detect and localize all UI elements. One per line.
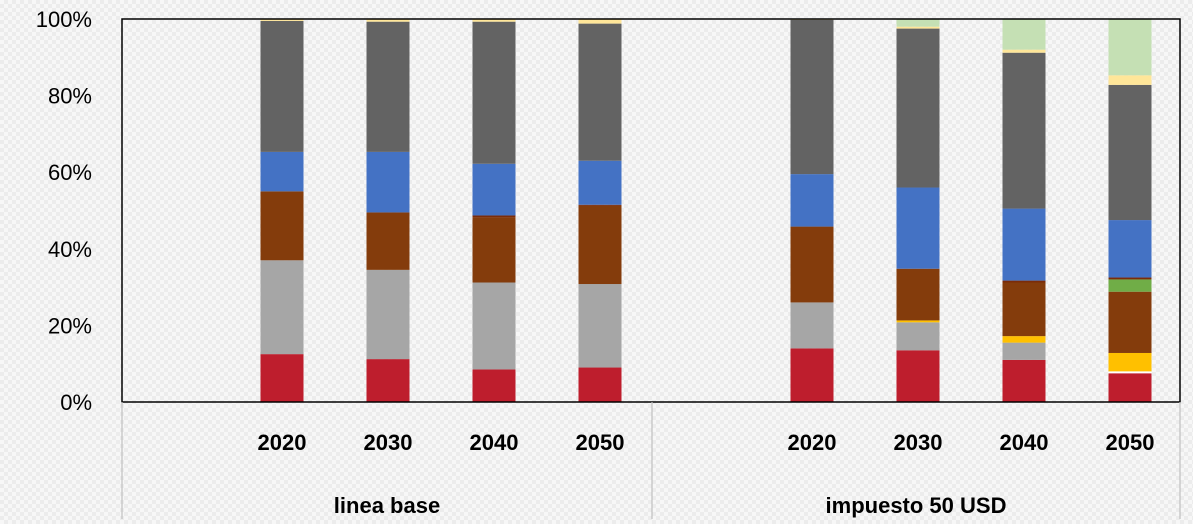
x-tick-label: 2030 xyxy=(364,430,413,455)
plot-frame xyxy=(121,18,1181,403)
bar-segment xyxy=(472,19,516,22)
bar-segment xyxy=(1002,359,1046,402)
x-tick-label: 2030 xyxy=(894,430,943,455)
group-label: impuesto 50 USD xyxy=(826,493,1007,518)
bar-segment xyxy=(472,282,516,370)
x-tick-label: 2020 xyxy=(788,430,837,455)
y-tick-label: 0% xyxy=(60,390,92,415)
x-tick-label: 2050 xyxy=(576,430,625,455)
bar-segment xyxy=(1002,280,1046,283)
bar-segment xyxy=(1108,371,1152,374)
y-tick-label: 100% xyxy=(36,7,92,32)
labels-layer: 0% 20% 40% 60% 80% 100% 2020 2030 2040 2050 2020 20… xyxy=(36,7,1155,518)
y-tick-label: 20% xyxy=(48,313,92,338)
bar-segment xyxy=(578,284,622,368)
bars-layer xyxy=(260,19,1152,402)
y-tick-label: 80% xyxy=(48,84,92,109)
bar-segment xyxy=(1002,19,1046,50)
bar-segment xyxy=(472,21,516,164)
bar-segment xyxy=(260,151,304,192)
bar-segment xyxy=(896,187,940,269)
bar-segment xyxy=(366,19,410,22)
bar-segment xyxy=(1108,352,1152,372)
bar-segment xyxy=(1002,282,1046,337)
bar-segment xyxy=(260,354,304,402)
bar-segment xyxy=(790,348,834,402)
bar-segment xyxy=(1002,342,1046,360)
bar-segment xyxy=(578,204,622,206)
bar-segment xyxy=(1002,52,1046,209)
bar-segment xyxy=(1108,277,1152,280)
bar-segment xyxy=(1002,49,1046,53)
bar-segment xyxy=(578,160,622,205)
bar-segment xyxy=(896,320,940,323)
bar-segment xyxy=(260,19,304,21)
bar-segment xyxy=(790,302,834,349)
bar-segment xyxy=(790,19,834,175)
x-tick-label: 2020 xyxy=(258,430,307,455)
bar-segment xyxy=(472,369,516,402)
bar-segment xyxy=(578,367,622,402)
bar-segment xyxy=(578,19,622,24)
bar-segment xyxy=(790,174,834,227)
bar-segment xyxy=(472,217,516,283)
bar-segment xyxy=(578,23,622,161)
bar-segment xyxy=(896,19,940,27)
group-label: linea base xyxy=(334,493,440,518)
bar-segment xyxy=(366,269,410,360)
x-tick-label: 2040 xyxy=(470,430,519,455)
bar-segment xyxy=(896,26,940,29)
bar-segment xyxy=(896,350,940,402)
bar-segment xyxy=(896,268,940,321)
bar-segment xyxy=(1108,373,1152,402)
x-tick-label: 2040 xyxy=(1000,430,1049,455)
axis-layer xyxy=(121,18,1181,519)
bar-segment xyxy=(896,322,940,351)
bar-segment xyxy=(366,212,410,270)
bar-segment xyxy=(896,28,940,188)
bar-segment xyxy=(366,21,410,152)
bar-segment xyxy=(1108,75,1152,85)
bar-segment xyxy=(1108,84,1152,221)
bar-segment xyxy=(472,215,516,218)
bar-segment xyxy=(1108,291,1152,353)
bar-segment xyxy=(260,260,304,355)
bar-segment xyxy=(260,191,304,261)
bar-segment xyxy=(260,20,304,152)
bar-segment xyxy=(1002,336,1046,343)
bar-segment xyxy=(790,226,834,303)
bar-segment xyxy=(472,163,516,216)
y-tick-label: 60% xyxy=(48,160,92,185)
bar-segment xyxy=(1108,279,1152,292)
bar-segment xyxy=(366,151,410,213)
bar-segment xyxy=(1108,19,1152,76)
bar-segment xyxy=(578,205,622,285)
x-tick-label: 2050 xyxy=(1106,430,1155,455)
bar-segment xyxy=(366,359,410,402)
y-tick-label: 40% xyxy=(48,237,92,262)
bar-segment xyxy=(1002,208,1046,281)
bar-segment xyxy=(1108,220,1152,278)
